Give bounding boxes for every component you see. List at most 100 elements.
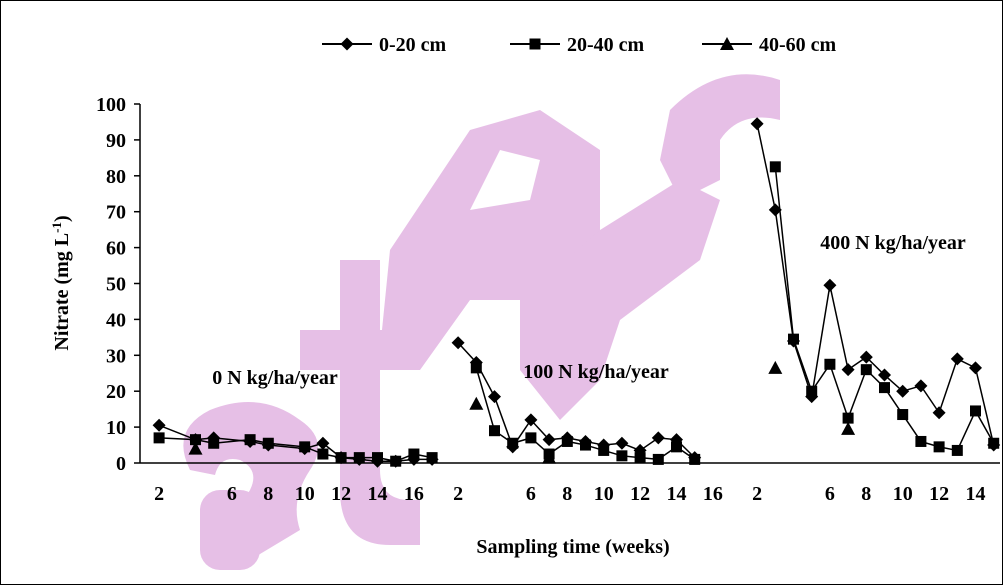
x-tick-label: 2	[154, 483, 164, 505]
x-tick-label: 16	[1002, 483, 1003, 505]
x-tick-label: 14	[368, 483, 388, 505]
data-point-0-20cm	[932, 406, 946, 420]
x-tick-label: 8	[263, 483, 273, 505]
data-point-0-20cm	[451, 336, 465, 350]
data-point-0-20cm	[524, 413, 538, 427]
group-annotation: 100 N kg/ha/year	[523, 361, 669, 383]
data-point-20-40cm	[335, 452, 347, 464]
data-point-20-40cm	[842, 412, 854, 424]
y-tick-label: 70	[106, 202, 126, 224]
data-point-20-40cm	[353, 452, 365, 464]
series-line-20-40cm	[774, 166, 995, 452]
data-point-20-40cm	[634, 452, 646, 464]
data-point-20-40cm	[580, 439, 591, 451]
x-tick-label: 14	[966, 483, 986, 505]
legend: 0-20 cm 20-40 cm 40-60 cm	[322, 34, 837, 56]
x-tick-label: 2	[453, 483, 463, 505]
data-point-20-40cm	[788, 333, 799, 345]
series-20-40cm-group-0	[153, 432, 438, 467]
data-point-20-40cm	[489, 425, 500, 437]
data-point-0-20cm	[878, 368, 891, 382]
x-tick-label: 6	[526, 483, 536, 505]
data-point-20-40cm	[951, 444, 963, 456]
data-point-20-40cm	[208, 437, 220, 449]
y-axis-title-sup: -1	[49, 222, 64, 233]
data-point-20-40cm	[525, 432, 537, 444]
series-20-40cm-group-2	[769, 161, 1000, 456]
series-40-60cm-group-2	[768, 360, 856, 435]
data-point-0-20cm	[768, 203, 782, 217]
data-point-0-20cm	[615, 436, 629, 450]
y-tick-label: 30	[106, 345, 126, 367]
y-tick-label: 60	[106, 238, 126, 260]
data-point-20-40cm	[689, 453, 701, 465]
x-ticks: 2 6 8 10 12 14 16 2 6 8 10 12 14 16 2 6 8 10 12 14 16	[154, 483, 1003, 505]
data-point-20-40cm	[933, 441, 945, 453]
data-point-0-20cm	[152, 418, 166, 432]
data-point-20-40cm	[507, 437, 519, 449]
y-axis-title-close: )	[51, 215, 73, 222]
data-point-20-40cm	[153, 432, 165, 444]
x-tick-label: 12	[630, 483, 650, 505]
legend-label: 20-40 cm	[567, 34, 645, 56]
x-axis-title: Sampling time (weeks)	[476, 536, 669, 558]
data-point-0-20cm	[542, 433, 556, 447]
data-point-20-40cm	[426, 452, 438, 464]
data-point-20-40cm	[970, 405, 981, 417]
data-point-20-40cm	[470, 362, 482, 374]
x-tick-label: 10	[295, 483, 315, 505]
data-point-20-40cm	[616, 450, 628, 462]
y-tick-label: 100	[96, 94, 126, 116]
data-point-0-20cm	[914, 379, 928, 393]
data-point-20-40cm	[860, 364, 872, 376]
series-line-0-20cm	[756, 123, 995, 446]
data-point-20-40cm	[372, 452, 383, 464]
data-point-20-40cm	[561, 435, 573, 447]
data-point-20-40cm	[824, 358, 836, 370]
data-point-40-60cm	[469, 396, 484, 410]
legend-marker	[340, 37, 354, 51]
data-point-40-60cm	[188, 441, 203, 455]
x-tick-label: 12	[331, 483, 351, 505]
series-0-20cm-group-1	[451, 336, 702, 465]
legend-label: 40-60 cm	[759, 34, 837, 56]
data-point-0-20cm	[859, 350, 873, 364]
data-point-20-40cm	[262, 437, 274, 449]
y-tick-label: 80	[106, 166, 126, 188]
x-tick-label: 6	[227, 483, 237, 505]
data-point-20-40cm	[190, 434, 201, 446]
data-point-20-40cm	[408, 448, 420, 460]
series-layer	[152, 117, 1001, 468]
x-tick-label: 2	[752, 483, 762, 505]
x-tick-label: 12	[929, 483, 949, 505]
data-point-20-40cm	[769, 161, 781, 173]
series-40-60cm-group-1	[469, 396, 557, 464]
x-tick-label: 10	[893, 483, 913, 505]
data-point-20-40cm	[897, 409, 909, 421]
x-tick-label: 14	[667, 483, 687, 505]
data-point-20-40cm	[299, 441, 311, 453]
data-point-0-20cm	[841, 363, 855, 377]
data-point-20-40cm	[915, 435, 927, 447]
data-point-0-20cm	[896, 384, 910, 398]
data-point-0-20cm	[316, 436, 330, 450]
x-tick-label: 6	[825, 483, 835, 505]
legend-label: 0-20 cm	[379, 34, 447, 56]
data-point-0-20cm	[488, 390, 501, 404]
x-tick-label: 16	[703, 483, 723, 505]
data-point-20-40cm	[806, 385, 818, 397]
data-point-40-60cm	[542, 450, 557, 464]
y-tick-label: 90	[106, 130, 126, 152]
x-tick-label: 8	[861, 483, 871, 505]
x-tick-label: 10	[594, 483, 614, 505]
data-point-0-20cm	[750, 117, 764, 131]
data-point-0-20cm	[823, 278, 837, 292]
data-point-20-40cm	[317, 448, 329, 460]
axes	[139, 104, 1000, 464]
data-point-20-40cm	[988, 437, 1000, 449]
data-point-0-20cm	[950, 352, 964, 366]
group-annotation: 0 N kg/ha/year	[212, 367, 338, 389]
data-point-40-60cm	[841, 421, 856, 435]
y-tick-label: 10	[106, 417, 126, 439]
